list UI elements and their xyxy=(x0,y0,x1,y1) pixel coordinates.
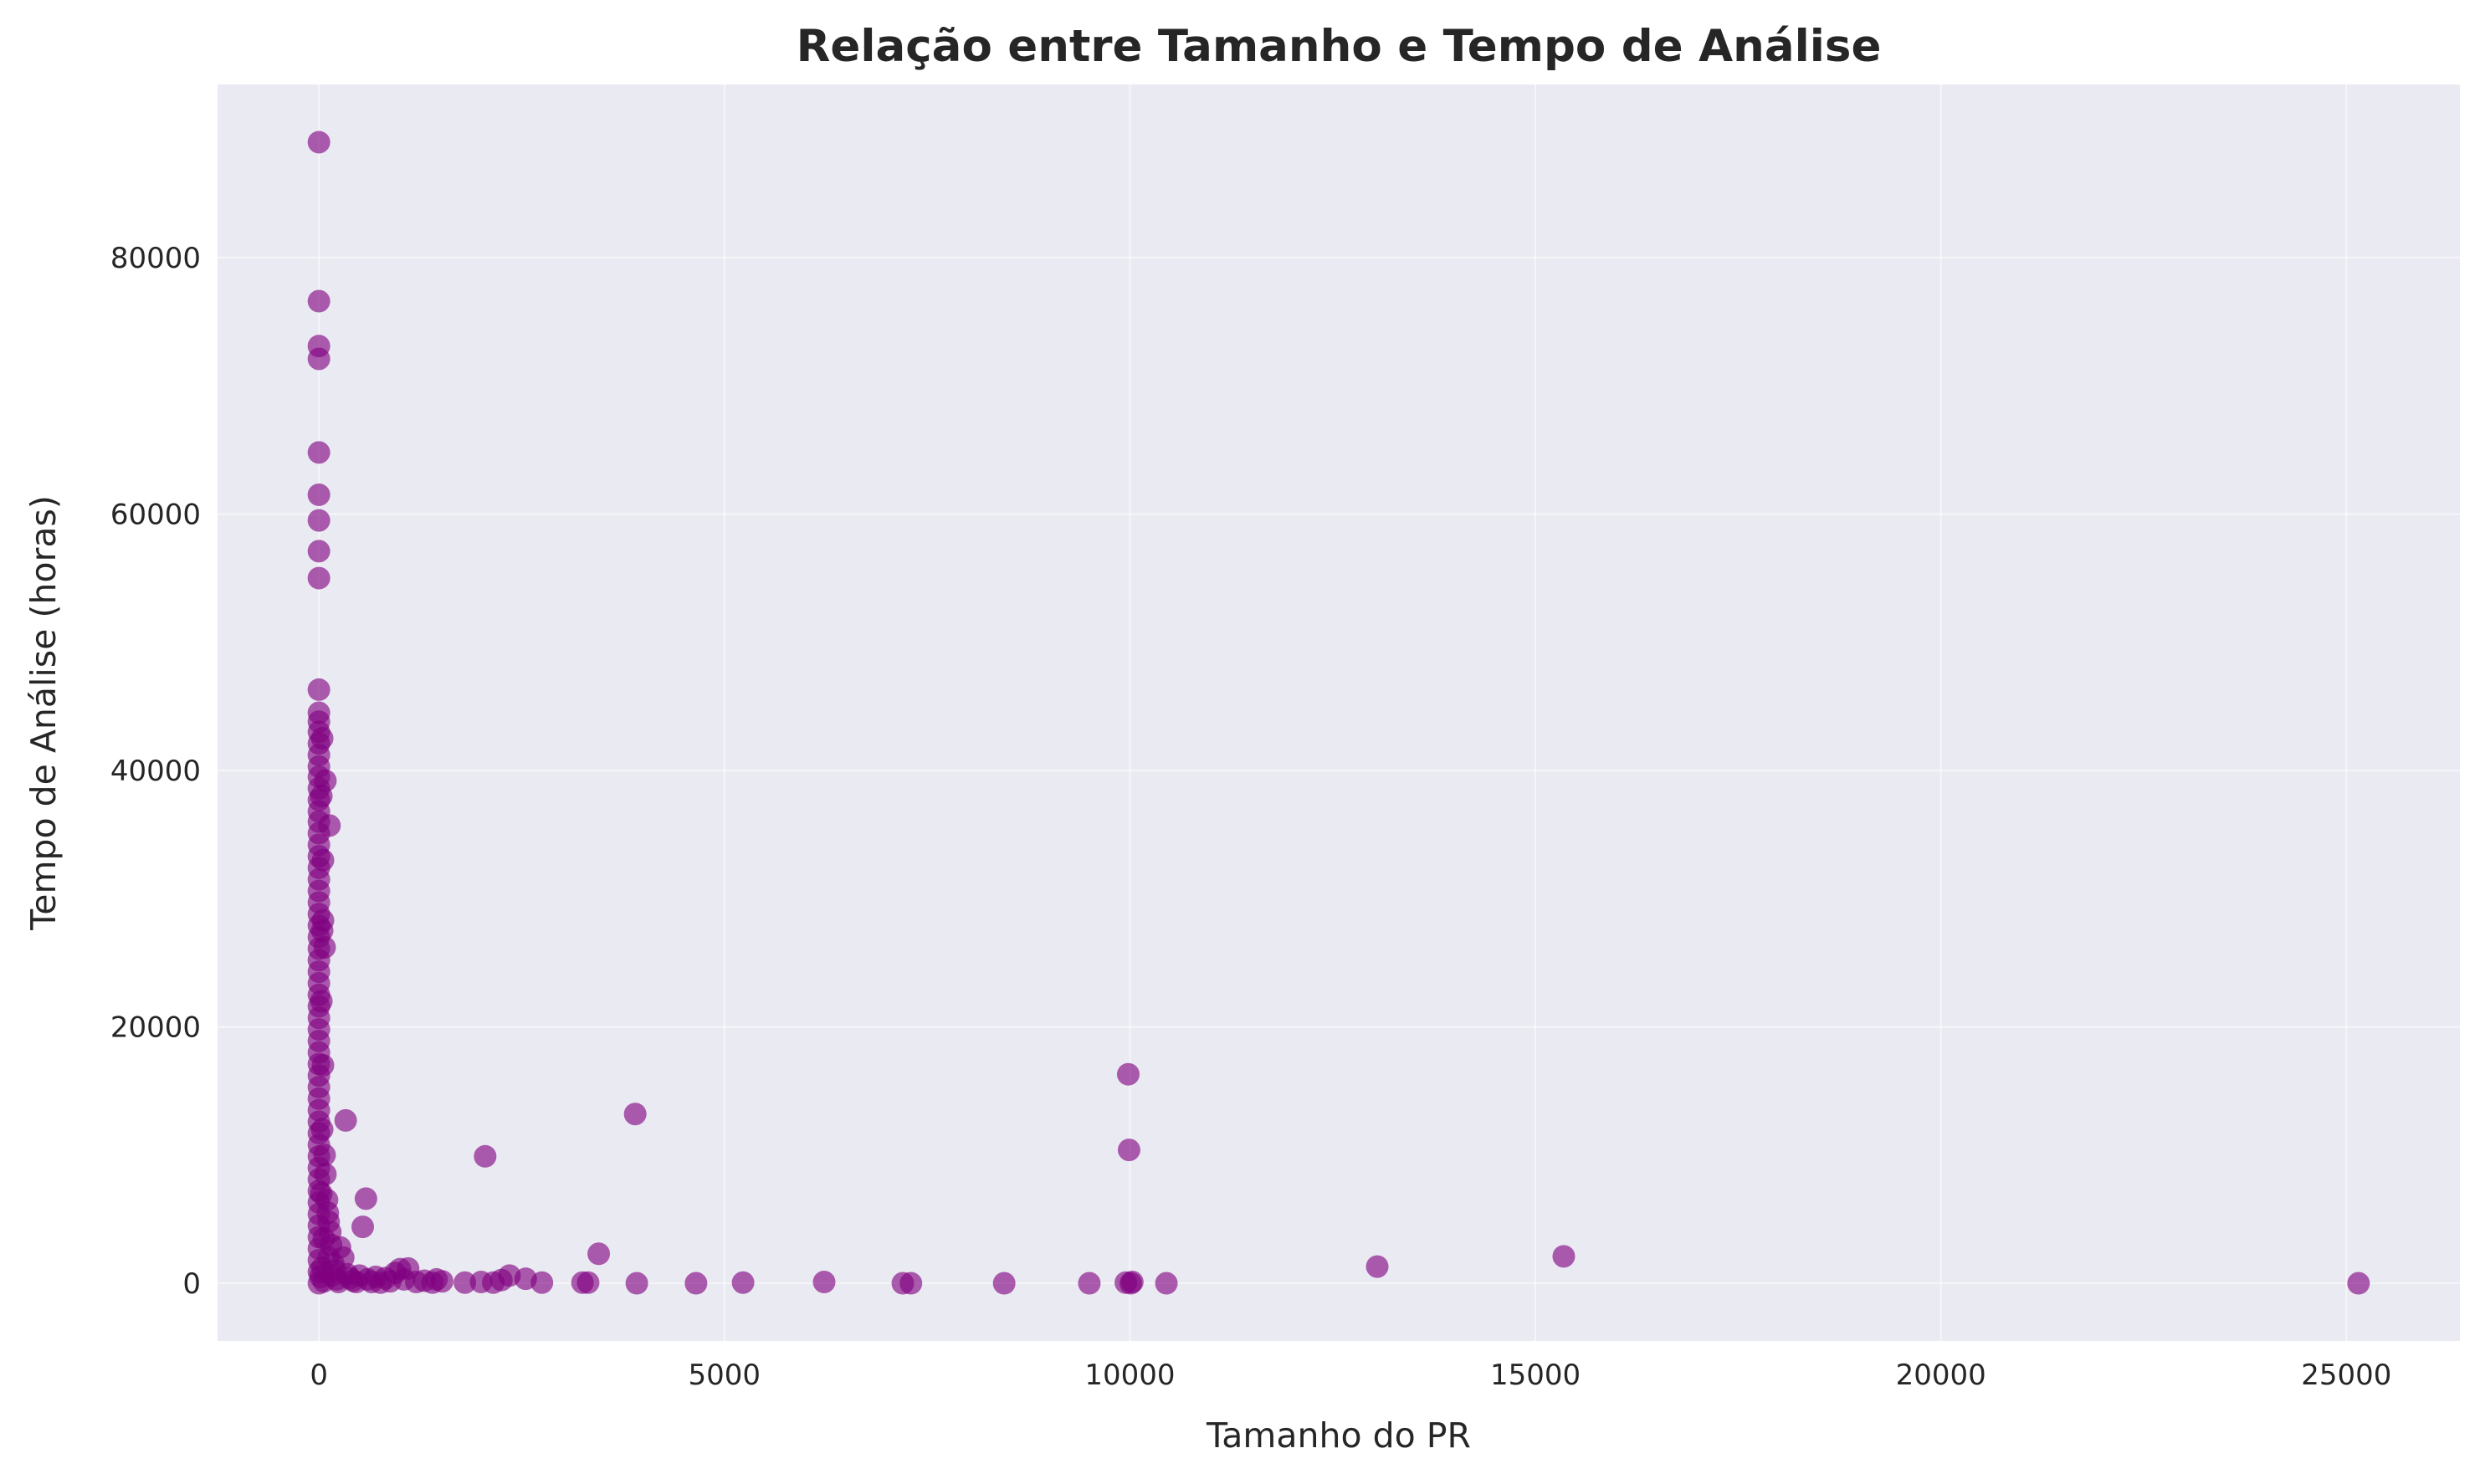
scatter-point xyxy=(474,1144,497,1168)
x-tick-labels: 0 5000 10000 15000 20000 25000 xyxy=(310,1359,2391,1392)
scatter-point xyxy=(587,1242,611,1266)
scatter-point xyxy=(307,540,330,563)
scatter-point xyxy=(1117,1139,1140,1162)
y-tick-label: 60000 xyxy=(110,498,201,531)
scatter-point xyxy=(992,1272,1016,1295)
scatter-point xyxy=(453,1271,477,1294)
scatter-point xyxy=(311,908,335,932)
y-tick-label: 80000 xyxy=(110,242,201,275)
scatter-point xyxy=(625,1272,648,1295)
scatter-point xyxy=(307,566,330,590)
x-tick-label: 20000 xyxy=(1896,1359,1986,1392)
scatter-point xyxy=(623,1103,647,1126)
scatter-point xyxy=(1116,1062,1140,1086)
scatter-point xyxy=(313,1144,336,1167)
scatter-point xyxy=(313,935,336,959)
scatter-point xyxy=(354,1187,377,1210)
scatter-point xyxy=(430,1270,453,1293)
scatter-point xyxy=(684,1272,708,1295)
y-tick-label: 40000 xyxy=(110,755,201,788)
scatter-point xyxy=(310,990,333,1013)
y-tick-label: 0 xyxy=(182,1267,201,1301)
x-tick-label: 10000 xyxy=(1084,1359,1175,1392)
scatter-point xyxy=(314,1163,337,1186)
scatter-point xyxy=(310,1118,334,1141)
scatter-point xyxy=(334,1108,357,1132)
scatter-point xyxy=(530,1271,554,1294)
scatter-point xyxy=(311,848,335,872)
x-tick-label: 5000 xyxy=(689,1359,761,1392)
y-tick-label: 20000 xyxy=(110,1011,201,1045)
plot-area xyxy=(218,84,2460,1341)
scatter-point xyxy=(307,483,330,506)
scatter-point xyxy=(576,1271,600,1294)
x-tick-label: 25000 xyxy=(2301,1359,2391,1392)
x-tick-label: 15000 xyxy=(1490,1359,1581,1392)
scatter-point xyxy=(307,289,330,313)
scatter-point xyxy=(1078,1272,1101,1295)
scatter-point xyxy=(2347,1272,2370,1295)
scatter-point xyxy=(318,814,341,837)
scatter-point xyxy=(307,678,330,701)
scatter-point xyxy=(1120,1270,1144,1293)
chart-title: Relação entre Tamanho e Tempo de Análise xyxy=(797,21,1882,72)
scatter-point xyxy=(812,1270,836,1293)
scatter-point xyxy=(1552,1245,1576,1268)
x-axis-label: Tamanho do PR xyxy=(1206,1415,1471,1456)
scatter-point xyxy=(307,130,330,154)
scatter-point xyxy=(307,347,330,371)
scatter-point xyxy=(351,1215,374,1239)
scatter-point xyxy=(1365,1255,1389,1278)
scatter-point xyxy=(731,1271,755,1294)
scatter-point xyxy=(311,1053,335,1077)
x-tick-label: 0 xyxy=(310,1359,328,1392)
scatter-point xyxy=(310,727,334,750)
scatter-point xyxy=(1155,1272,1178,1295)
scatter-point xyxy=(314,769,337,792)
y-tick-labels: 0 20000 40000 60000 80000 xyxy=(110,242,201,1301)
scatter-point xyxy=(307,441,330,464)
y-axis-label: Tempo de Análise (horas) xyxy=(23,495,64,931)
scatter-point xyxy=(899,1272,923,1295)
data-points xyxy=(307,130,2370,1295)
scatter-point xyxy=(307,509,330,532)
